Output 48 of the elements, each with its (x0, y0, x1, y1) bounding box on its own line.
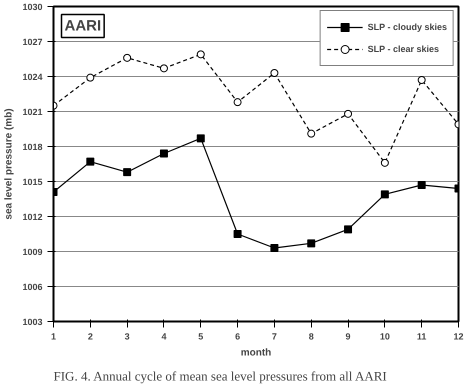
y-tick-label: 1018 (22, 142, 43, 152)
x-tick-label: 3 (124, 332, 130, 342)
point (418, 181, 426, 189)
y-tick-label: 1021 (22, 107, 43, 117)
x-tick-label: 7 (272, 332, 277, 342)
point (270, 244, 278, 252)
y-tick-label: 1027 (22, 37, 43, 47)
point (344, 110, 352, 118)
x-tick-label: 9 (346, 332, 351, 342)
legend-label: SLP - cloudy skies (368, 22, 447, 32)
legend-label: SLP - clear skies (368, 44, 440, 54)
point (380, 190, 389, 198)
x-tick-label: 8 (308, 332, 314, 342)
point (307, 239, 316, 248)
x-tick-label: 5 (198, 332, 204, 342)
y-tick-label: 1009 (22, 247, 43, 257)
y-axis-title: sea level pressure (mb) (3, 108, 14, 220)
x-tick-label: 1 (50, 332, 56, 342)
x-tick-label: 10 (380, 332, 390, 342)
point (380, 158, 389, 167)
point (160, 64, 168, 72)
point (160, 150, 168, 158)
x-tick-label: 2 (88, 332, 93, 342)
y-tick-label: 1006 (22, 282, 43, 292)
point (418, 76, 426, 84)
y-tick-label: 1003 (22, 317, 43, 327)
point (234, 98, 242, 106)
x-tick-label: 12 (453, 332, 464, 342)
point (307, 130, 316, 138)
point (123, 168, 132, 176)
x-axis-title: month (240, 348, 272, 358)
point (196, 50, 205, 58)
x-tick-label: 4 (161, 332, 166, 342)
x-tick-label: 11 (416, 332, 426, 342)
point (86, 158, 94, 166)
y-tick-label: 1030 (22, 2, 43, 12)
y-tick-label: 1015 (22, 177, 43, 187)
annotation: AARI (64, 18, 102, 34)
x-tick-label: 6 (235, 332, 240, 342)
caption: FIG. 4. Annual cycle of mean sea level pressures from all AARI (54, 368, 387, 384)
point (86, 74, 94, 82)
y-tick-label: 1024 (22, 72, 43, 82)
point (344, 225, 352, 234)
y-tick-label: 1012 (22, 212, 43, 222)
point (123, 54, 132, 62)
point (196, 134, 205, 142)
point (270, 69, 278, 77)
point (234, 230, 242, 238)
